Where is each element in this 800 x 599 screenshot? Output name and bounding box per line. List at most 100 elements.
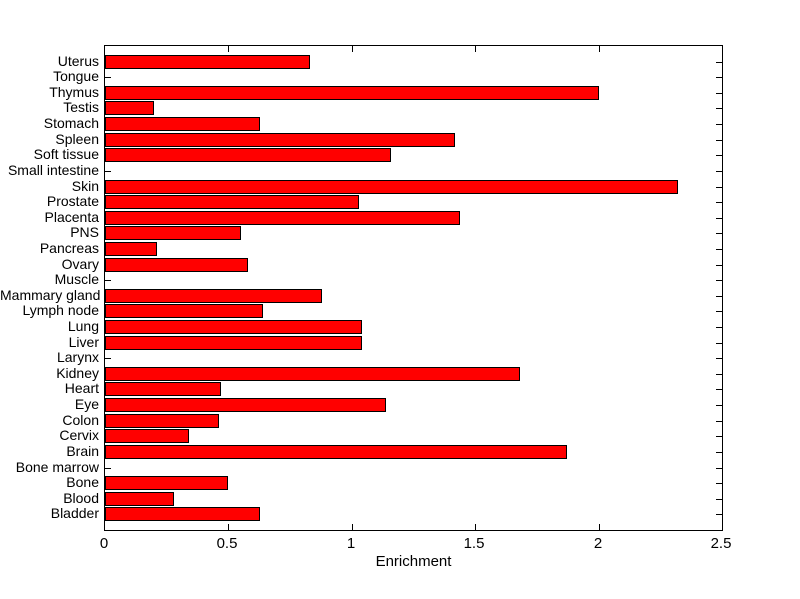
y-tick-label-bone-marrow: Bone marrow [15,459,99,475]
x-tick-top-0.5 [228,46,229,52]
y-tick-right-soft-tissue [716,155,722,156]
y-tick-right-tongue [716,77,722,78]
y-tick-right-prostate [716,202,722,203]
y-tick-right-colon [716,421,722,422]
x-tick-bottom-2 [599,524,600,530]
y-tick-right-blood [716,499,722,500]
bar-spleen [105,133,455,147]
y-tick-left-muscle [105,280,111,281]
bar-uterus [105,55,310,69]
x-tick-bottom-1 [352,524,353,530]
bar-bladder [105,507,260,521]
y-tick-label-uterus: Uterus [57,53,99,69]
y-tick-right-larynx [716,358,722,359]
y-tick-right-mammary-gland [716,296,722,297]
x-tick-label-2: 2 [593,535,603,552]
y-tick-label-bladder: Bladder [50,505,99,521]
bar-kidney [105,367,520,381]
y-tick-right-testis [716,108,722,109]
y-tick-right-stomach [716,124,722,125]
y-tick-label-thymus: Thymus [49,84,99,100]
bar-colon [105,414,219,428]
y-tick-label-lung: Lung [67,318,99,334]
y-tick-label-blood: Blood [63,490,99,506]
bar-cervix [105,429,189,443]
y-tick-label-brain: Brain [66,443,99,459]
bar-heart [105,382,221,396]
y-tick-label-testis: Testis [63,99,99,115]
bar-soft-tissue [105,148,391,162]
y-tick-label-muscle: Muscle [54,271,99,287]
x-tick-top-1.5 [475,46,476,52]
y-tick-right-liver [716,343,722,344]
y-tick-right-eye [716,405,722,406]
x-tick-label-1.5: 1.5 [463,535,485,552]
y-tick-label-colon: Colon [62,412,99,428]
y-tick-right-bladder [716,514,722,515]
y-tick-label-soft-tissue: Soft tissue [33,146,99,162]
bar-placenta [105,211,460,225]
y-tick-label-stomach: Stomach [43,115,99,131]
y-tick-right-lymph-node [716,311,722,312]
y-tick-label-larynx: Larynx [56,349,99,365]
y-tick-label-mammary-gland: Mammary gland [0,287,101,303]
y-tick-label-heart: Heart [64,380,99,396]
y-tick-label-placenta: Placenta [44,209,99,225]
y-tick-left-larynx [105,358,111,359]
bar-lymph-node [105,304,263,318]
y-tick-right-uterus [716,62,722,63]
x-tick-label-2.5: 2.5 [710,535,732,552]
y-tick-label-eye: Eye [74,396,99,412]
y-tick-label-tongue: Tongue [53,68,99,84]
y-tick-label-pancreas: Pancreas [39,240,99,256]
bar-skin [105,180,678,194]
bar-bone [105,476,228,490]
y-tick-right-bone-marrow [716,468,722,469]
y-tick-label-small-intestine: Small intestine [7,162,99,178]
bar-testis [105,101,154,115]
y-tick-right-spleen [716,140,722,141]
y-tick-label-spleen: Spleen [55,131,99,147]
bar-eye [105,398,386,412]
y-tick-label-cervix: Cervix [59,427,99,443]
bar-pns [105,226,241,240]
y-tick-right-heart [716,389,722,390]
y-tick-right-ovary [716,265,722,266]
y-tick-left-tongue [105,77,111,78]
y-tick-right-thymus [716,93,722,94]
y-tick-right-muscle [716,280,722,281]
x-tick-top-2 [599,46,600,52]
bar-thymus [105,86,599,100]
y-tick-left-bone-marrow [105,468,111,469]
y-tick-right-brain [716,452,722,453]
plot-area [104,45,723,531]
y-tick-label-liver: Liver [68,334,99,350]
y-tick-right-bone [716,483,722,484]
x-tick-bottom-0.5 [228,524,229,530]
bar-blood [105,492,174,506]
y-tick-right-cervix [716,436,722,437]
x-tick-bottom-1.5 [475,524,476,530]
y-tick-label-kidney: Kidney [56,365,99,381]
bar-mammary-gland [105,289,322,303]
y-tick-right-lung [716,327,722,328]
y-tick-right-pns [716,233,722,234]
bar-liver [105,336,362,350]
bar-pancreas [105,242,157,256]
y-tick-label-prostate: Prostate [46,193,99,209]
y-tick-right-skin [716,187,722,188]
y-tick-label-bone: Bone [66,474,99,490]
bar-prostate [105,195,359,209]
y-tick-left-small-intestine [105,171,111,172]
x-tick-top-1 [352,46,353,52]
y-tick-label-skin: Skin [71,178,99,194]
x-tick-label-0: 0 [99,535,109,552]
bar-brain [105,445,567,459]
y-tick-right-placenta [716,218,722,219]
x-tick-label-0.5: 0.5 [216,535,238,552]
y-tick-right-kidney [716,374,722,375]
y-tick-label-lymph-node: Lymph node [22,302,99,318]
y-tick-label-pns: PNS [70,224,99,240]
y-tick-label-ovary: Ovary [61,256,99,272]
